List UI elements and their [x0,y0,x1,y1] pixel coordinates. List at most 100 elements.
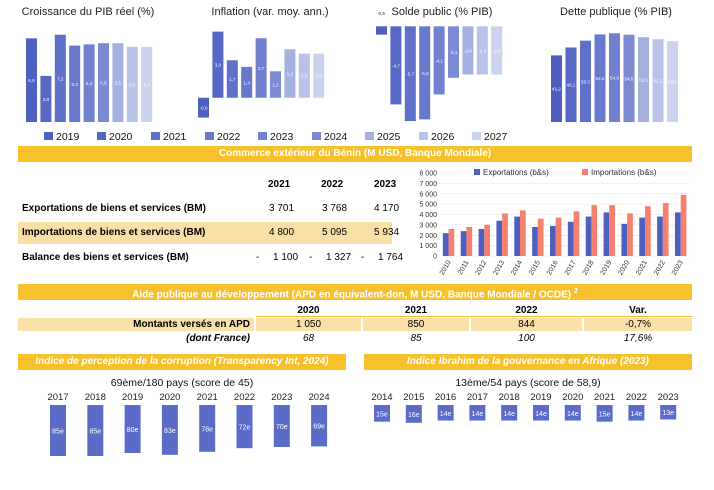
mini-label-3-2021: 50,3 [581,79,590,84]
cpi-label-2023: 70e [276,424,288,431]
exports-label: Exportations de biens et services (BM) [22,203,206,214]
mini-label-0-2022: 6,3 [72,82,79,87]
trade-xtick-2017: 2017 [564,259,578,276]
iiag-year-2021: 2021 [594,392,615,403]
apd-header-rule [256,316,692,317]
mini-bar-0-2021 [54,34,66,123]
trade-xtick-2022: 2022 [653,259,667,276]
apd-year-2022: 2022 [515,305,538,316]
mini-title-balance: Solde public (% PIB) [391,6,493,18]
trade-xtick-2011: 2011 [457,259,471,276]
mini-bar-1-2020 [212,31,224,98]
legend-label-2024: 2024 [324,131,348,143]
iiag-label-2021: 15e [599,411,611,418]
mini-bar-2-2022 [419,26,431,120]
cpi-bar-2020 [161,405,178,455]
trade-bar-exp-2017 [567,221,574,256]
iiag-label-2022: 14e [631,411,643,418]
mini-title-gdp: Croissance du PIB réel (%) [21,6,155,18]
imports-label: Importations de biens et services (BM) [22,227,206,238]
apd-banner-sup: 2 [573,288,578,295]
mini-label-0-2019: 6,9 [28,78,35,83]
mini-label-0-2023: 6,4 [86,81,93,86]
iiag-bar-2022 [628,405,645,421]
legend-swatch-2023 [258,132,267,140]
trade-ytick-1: 7 000 [419,181,437,188]
iiag-label-2023: 13e [662,410,674,417]
legend-swatch-2021 [151,132,160,140]
cpi-year-2017: 2017 [47,392,68,403]
trade-xtick-2021: 2021 [635,259,649,276]
mini-label-3-2019: 41,2 [552,87,561,92]
trade-xtick-2020: 2020 [617,259,631,276]
trade-ytick-5: 3 000 [419,222,437,229]
cpi-year-2020: 2020 [159,392,180,403]
iiag-year-2019: 2019 [530,392,551,403]
iiag-bar-2023 [660,405,677,420]
mini-bar-1-2022 [241,66,253,98]
mini-bar-3-2023 [609,33,620,123]
cpi-bar-2024 [311,405,328,447]
mini-label-1-2022: 1,4 [244,80,251,85]
corruption-banner: Indice de perception de la corruption (T… [18,354,346,370]
iiag-bar-2016 [437,405,454,421]
iiag-bar-2019 [533,405,549,421]
mini-label-0-2020: 3,8 [43,97,50,102]
cpi-label-2017: 85e [52,429,64,436]
cpi-bar-2021 [199,405,216,452]
balance-2023: 1 764 [378,252,404,263]
ibrahim-subtitle: 13ème/54 pays (score de 58,9) [455,377,601,389]
balance-2021-sign: - [256,252,260,263]
legend-label-2020: 2020 [109,131,133,143]
mini-bar-2-2027 [491,26,503,75]
mini-bar-3-2024 [623,34,635,123]
iiag-label-2020: 14e [567,411,579,418]
legend-item-2019: 2019 [44,131,79,143]
iiag-year-2022: 2022 [626,392,647,403]
trade-bar-imp-2012 [484,224,490,256]
trade-ytick-2: 6 000 [419,191,437,198]
iiag-label-2016: 14e [440,411,452,418]
mini-bar-2-2026 [476,26,488,75]
iiag-label-2018: 14e [503,411,515,418]
trade-ytick-8: 0 [433,254,437,261]
mini-label-2-2027: -2,9 [493,48,501,53]
mini-label-2-2020: -4,7 [392,63,400,68]
legend-swatch-2027 [472,132,481,140]
legend-swatch-2019 [44,132,53,140]
legend-swatch-2024 [312,132,321,140]
trade-bar-imp-2011 [466,226,473,256]
trade-bar-imp-2017 [573,211,580,256]
mini-label-0-2025: 6,5 [115,81,122,86]
mini-bar-2-2023 [433,26,445,95]
mini-bar-1-2026 [298,53,310,98]
apd-year-2021: 2021 [404,305,428,316]
mini-bar-0-2020 [40,75,52,122]
legend-swatch-2020 [97,132,106,140]
apd-row1-2020: 1 050 [295,319,322,330]
balance-2023-sign: - [361,252,365,263]
cpi-bar-2019 [124,405,141,453]
trade-ytick-7: 1 000 [419,243,437,250]
trade-xtick-2023: 2023 [671,259,685,276]
balance-2022-sign: - [309,252,313,263]
trade-bar-imp-2015 [537,218,544,256]
trade-year-2022: 2022 [321,179,344,190]
mini-bar-1-2019 [198,97,209,118]
mini-bar-0-2022 [69,45,81,122]
mini-bar-0-2019 [26,38,37,122]
trade-xtick-2013: 2013 [492,259,506,276]
cpi-bar-2018 [87,405,104,456]
cpi-label-2024: 69e [313,424,325,431]
trade-legend-label-0: Exportations (b&s) [483,168,549,177]
cpi-year-2023: 2023 [271,392,292,403]
trade-ytick-0: 8 000 [419,171,437,178]
trade-bar-exp-2020 [621,223,628,256]
cpi-bar-2023 [273,405,290,447]
trade-bar-exp-2010 [442,233,449,256]
mini-title-debt: Dette publique (% PIB) [560,6,672,18]
legend-label-2021: 2021 [163,131,187,143]
legend-swatch-2022 [205,132,214,140]
legend-label-2025: 2025 [377,131,401,143]
